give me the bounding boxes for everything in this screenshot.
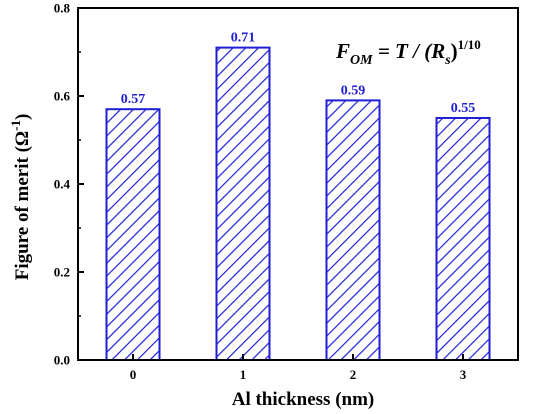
formula-r-subscript: s [444,53,451,68]
x-tick-label: 0 [130,367,137,382]
bar [105,108,161,361]
y-axis-title-close: ) [12,114,33,120]
bars-layer [105,46,491,362]
formula-eq: = T / (R [373,39,446,63]
x-axis-title: Al thickness (nm) [232,389,375,410]
bar-value-label: 0.59 [341,83,366,98]
y-tick-label: 0.4 [54,177,71,192]
formula-f-subscript: OM [350,53,373,68]
bar [215,46,271,361]
y-axis-title-superscript: -1 [8,120,23,131]
y-tick-label: 0.2 [54,265,70,280]
y-axis-title-main: Figure of merit (Ω [12,131,33,280]
y-axis: 0.0 0.2 0.4 0.6 0.8 [54,1,84,368]
bar [325,99,381,362]
y-axis-title: Figure of merit (Ω-1) [8,114,33,281]
formula-f: F [335,39,350,63]
x-tick-label: 1 [240,367,247,382]
formula-annotation: FOM = T / (Rs)1/10 [335,37,481,68]
bar-value-label: 0.55 [451,101,476,116]
formula-close: ) [451,39,458,63]
x-tick-label: 2 [350,367,357,382]
y-tick-label: 0.8 [54,1,71,16]
x-tick-label: 3 [460,367,467,382]
y-tick-label: 0.0 [54,353,70,368]
formula-exponent: 1/10 [458,37,481,52]
bar-value-label: 0.57 [121,92,146,107]
y-tick-label: 0.6 [54,89,71,104]
x-axis: 0 1 2 3 [130,354,467,382]
bar [435,117,491,361]
bar-value-label: 0.71 [231,31,256,46]
data-labels-layer: 0.57 0.71 0.59 0.55 [121,31,476,116]
